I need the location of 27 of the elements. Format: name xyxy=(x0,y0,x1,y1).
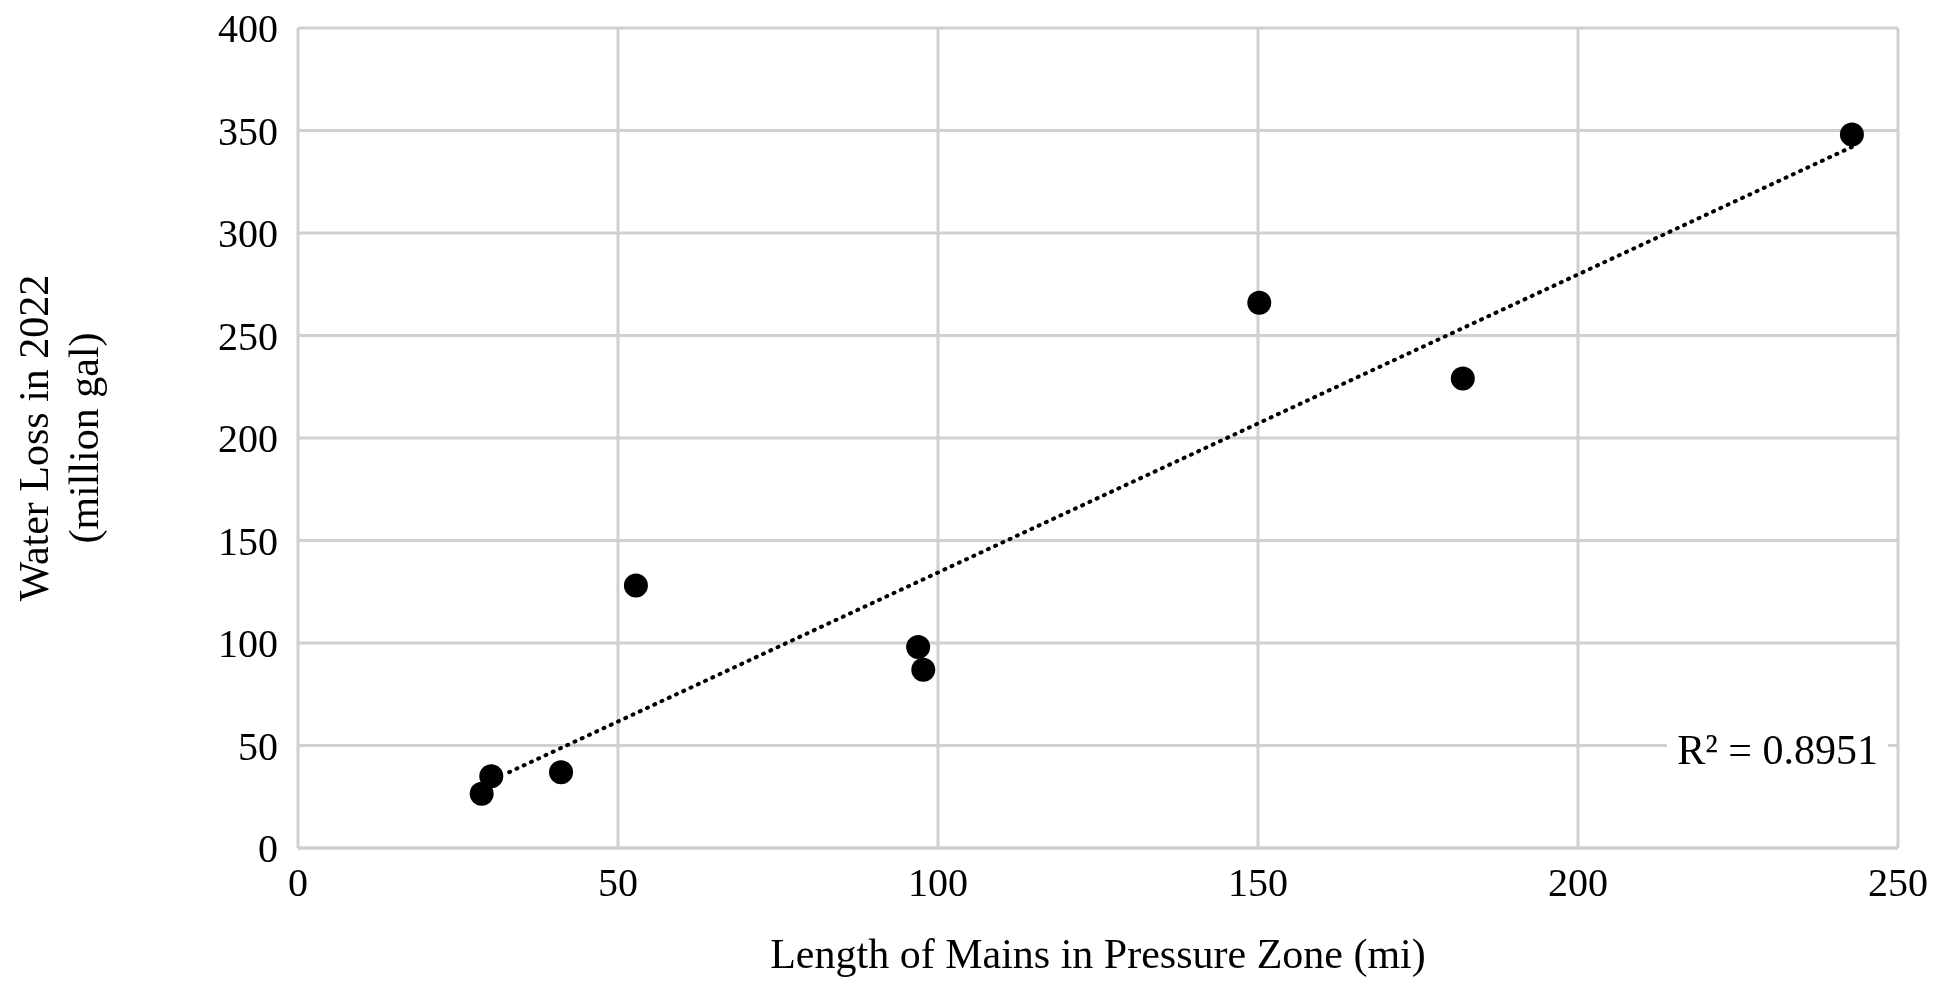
y-axis-title: Water Loss in 2022 (million gal) xyxy=(11,274,108,602)
point xyxy=(1839,122,1864,147)
x-tick-label: 150 xyxy=(1228,860,1288,906)
x-axis-title: Length of Mains in Pressure Zone (mi) xyxy=(770,931,1426,978)
y-tick-label: 100 xyxy=(218,621,278,667)
y-tick-label: 150 xyxy=(218,518,278,564)
x-tick-label: 0 xyxy=(288,860,308,906)
point xyxy=(906,635,931,660)
point xyxy=(623,573,648,598)
annotation: R² = 0.8951 xyxy=(1667,722,1888,778)
point xyxy=(479,764,504,789)
point xyxy=(469,781,494,806)
y-tick-label: 350 xyxy=(218,108,278,154)
x-tick-label: 250 xyxy=(1868,860,1928,906)
y-tick-label: 0 xyxy=(258,826,278,872)
point xyxy=(911,657,936,682)
point xyxy=(549,760,574,785)
y-tick-label: 300 xyxy=(218,211,278,257)
y-tick-label: 250 xyxy=(218,313,278,359)
point xyxy=(1450,366,1475,391)
y-tick-label: 200 xyxy=(218,416,278,462)
x-tick-label: 200 xyxy=(1548,860,1608,906)
y-tick-label: 50 xyxy=(238,723,278,769)
x-tick-label: 100 xyxy=(908,860,968,906)
y-tick-label: 400 xyxy=(218,6,278,52)
point xyxy=(1247,290,1272,315)
x-tick-label: 50 xyxy=(598,860,638,906)
